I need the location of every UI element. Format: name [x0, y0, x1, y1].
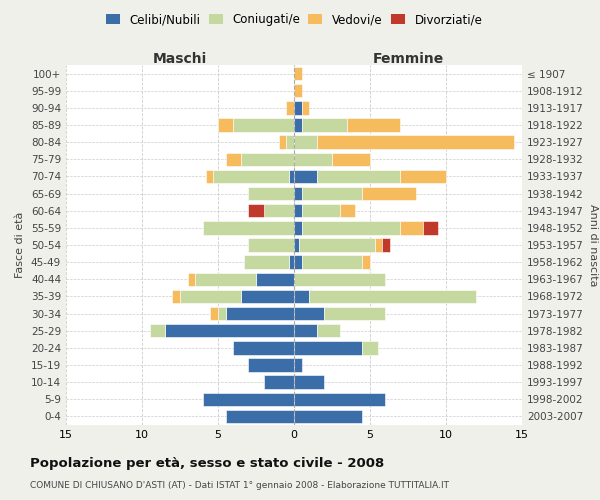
Bar: [172, 290, 180, 303]
Bar: [226, 152, 241, 166]
Bar: [195, 272, 256, 286]
Bar: [302, 204, 340, 218]
Bar: [286, 101, 294, 114]
Bar: [294, 136, 317, 149]
Bar: [332, 152, 370, 166]
Bar: [211, 307, 218, 320]
Bar: [241, 152, 294, 166]
Bar: [294, 84, 302, 98]
Bar: [294, 238, 299, 252]
Bar: [294, 118, 302, 132]
Bar: [382, 238, 390, 252]
Bar: [248, 187, 294, 200]
Bar: [294, 392, 385, 406]
Bar: [302, 221, 400, 234]
Legend: Celibi/Nubili, Coniugati/e, Vedovi/e, Divorziati/e: Celibi/Nubili, Coniugati/e, Vedovi/e, Di…: [102, 10, 486, 30]
Bar: [263, 376, 294, 389]
Bar: [289, 256, 294, 269]
Bar: [294, 290, 309, 303]
Bar: [294, 324, 317, 338]
Bar: [244, 256, 289, 269]
Bar: [294, 170, 317, 183]
Bar: [294, 376, 325, 389]
Y-axis label: Anni di nascita: Anni di nascita: [587, 204, 598, 286]
Bar: [374, 238, 382, 252]
Bar: [423, 221, 439, 234]
Bar: [256, 272, 294, 286]
Bar: [294, 152, 332, 166]
Bar: [218, 307, 226, 320]
Bar: [294, 204, 302, 218]
Bar: [362, 187, 416, 200]
Bar: [340, 204, 355, 218]
Bar: [233, 118, 294, 132]
Bar: [248, 238, 294, 252]
Bar: [400, 221, 423, 234]
Bar: [226, 410, 294, 423]
Bar: [294, 272, 385, 286]
Bar: [226, 307, 294, 320]
Bar: [317, 324, 340, 338]
Bar: [248, 358, 294, 372]
Bar: [294, 187, 302, 200]
Text: Maschi: Maschi: [153, 52, 207, 66]
Bar: [294, 358, 302, 372]
Bar: [302, 101, 309, 114]
Bar: [188, 272, 195, 286]
Bar: [347, 118, 400, 132]
Bar: [233, 341, 294, 354]
Bar: [165, 324, 294, 338]
Bar: [302, 118, 347, 132]
Bar: [294, 101, 302, 114]
Text: COMUNE DI CHIUSANO D'ASTI (AT) - Dati ISTAT 1° gennaio 2008 - Elaborazione TUTTI: COMUNE DI CHIUSANO D'ASTI (AT) - Dati IS…: [30, 481, 449, 490]
Bar: [325, 307, 385, 320]
Bar: [299, 238, 374, 252]
Bar: [317, 136, 514, 149]
Bar: [294, 256, 302, 269]
Bar: [286, 136, 294, 149]
Bar: [203, 221, 294, 234]
Bar: [294, 341, 362, 354]
Bar: [302, 187, 362, 200]
Bar: [302, 256, 362, 269]
Bar: [180, 290, 241, 303]
Bar: [248, 204, 263, 218]
Bar: [206, 170, 214, 183]
Y-axis label: Fasce di età: Fasce di età: [16, 212, 25, 278]
Bar: [214, 170, 289, 183]
Bar: [362, 341, 377, 354]
Text: Femmine: Femmine: [373, 52, 443, 66]
Bar: [294, 410, 362, 423]
Bar: [241, 290, 294, 303]
Bar: [263, 204, 294, 218]
Bar: [149, 324, 165, 338]
Bar: [317, 170, 400, 183]
Bar: [309, 290, 476, 303]
Bar: [289, 170, 294, 183]
Bar: [279, 136, 286, 149]
Bar: [203, 392, 294, 406]
Bar: [362, 256, 370, 269]
Bar: [400, 170, 446, 183]
Bar: [294, 221, 302, 234]
Text: Popolazione per età, sesso e stato civile - 2008: Popolazione per età, sesso e stato civil…: [30, 458, 384, 470]
Bar: [218, 118, 233, 132]
Bar: [294, 67, 302, 80]
Bar: [294, 307, 325, 320]
